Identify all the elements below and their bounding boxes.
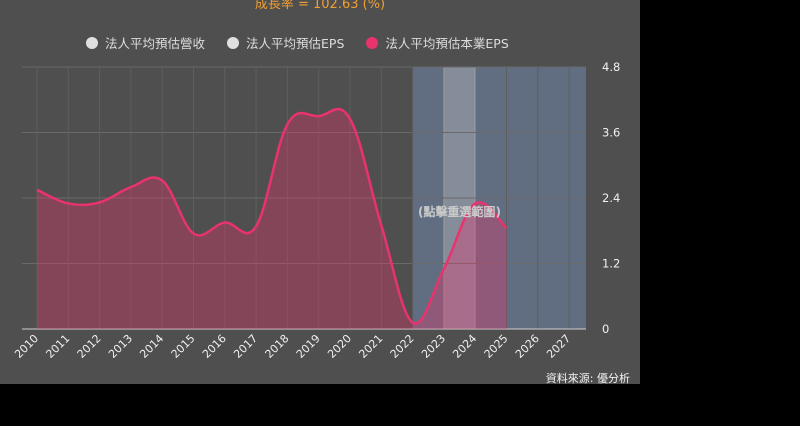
x-tick-label: 2017 bbox=[231, 332, 260, 361]
x-tick-label: 2014 bbox=[137, 332, 166, 361]
x-tick-label: 2018 bbox=[263, 332, 292, 361]
x-tick-label: 2015 bbox=[169, 332, 198, 361]
x-tick-label: 2011 bbox=[43, 332, 72, 361]
x-tick-label: 2019 bbox=[294, 332, 323, 361]
range-reselect-hint: (點擊重選範圍) bbox=[418, 204, 501, 219]
chart-panel: 成長率 = 102.63 (%) 法人平均預估營收 法人平均預估EPS 法人平均… bbox=[0, 0, 640, 384]
data-point bbox=[318, 115, 320, 117]
growth-rate-text: 成長率 = 102.63 (%) bbox=[254, 0, 386, 12]
x-tick-label: 2027 bbox=[544, 332, 573, 361]
chart-legend: 法人平均預估營收 法人平均預估EPS 法人平均預估本業EPS bbox=[86, 33, 509, 52]
x-tick-label: 2022 bbox=[388, 332, 417, 361]
y-tick-label: 1.2 bbox=[602, 257, 620, 271]
data-point bbox=[67, 202, 69, 204]
x-tick-label: 2026 bbox=[513, 332, 542, 361]
data-point bbox=[411, 321, 413, 323]
legend-label: 法人平均預估營收 bbox=[105, 36, 206, 51]
y-tick-label: 4.8 bbox=[602, 60, 620, 74]
data-point bbox=[286, 123, 288, 125]
legend-dot-icon bbox=[366, 36, 379, 49]
data-point bbox=[161, 179, 163, 181]
data-source-label: 資料來源: 優分析 bbox=[545, 372, 630, 384]
y-tick-label: 3.6 bbox=[602, 126, 620, 140]
y-tick-label: 0 bbox=[602, 322, 609, 336]
legend-label: 法人平均預估本業EPS bbox=[385, 36, 509, 51]
data-point bbox=[130, 186, 132, 188]
x-tick-label: 2024 bbox=[450, 332, 479, 361]
legend-item-eps[interactable]: 法人平均預估EPS bbox=[227, 33, 344, 52]
x-tick-label: 2012 bbox=[75, 332, 104, 361]
x-tick-label: 2016 bbox=[200, 332, 229, 361]
x-tick-label: 2020 bbox=[325, 332, 354, 361]
legend-dot-icon bbox=[86, 36, 98, 49]
data-point bbox=[255, 225, 257, 227]
y-tick-label: 2.4 bbox=[602, 191, 620, 205]
series-line bbox=[36, 107, 508, 325]
x-tick-label: 2023 bbox=[419, 332, 448, 361]
data-point bbox=[224, 221, 226, 223]
data-point bbox=[443, 268, 445, 270]
x-tick-label: 2013 bbox=[106, 332, 135, 361]
legend-item-core-eps[interactable]: 法人平均預估本業EPS bbox=[366, 33, 509, 52]
data-point bbox=[36, 189, 38, 191]
x-tick-label: 2021 bbox=[356, 332, 385, 361]
x-tick-label: 2025 bbox=[482, 332, 511, 361]
series-area bbox=[37, 109, 507, 329]
data-point bbox=[98, 201, 100, 203]
data-point bbox=[505, 227, 507, 229]
legend-dot-icon bbox=[227, 36, 240, 49]
legend-item-revenue[interactable]: 法人平均預估營收 bbox=[86, 33, 205, 52]
legend-label: 法人平均預估EPS bbox=[246, 36, 345, 51]
data-point bbox=[349, 118, 351, 120]
x-tick-label: 2010 bbox=[12, 332, 41, 361]
data-point bbox=[380, 224, 382, 226]
data-point bbox=[192, 232, 194, 234]
